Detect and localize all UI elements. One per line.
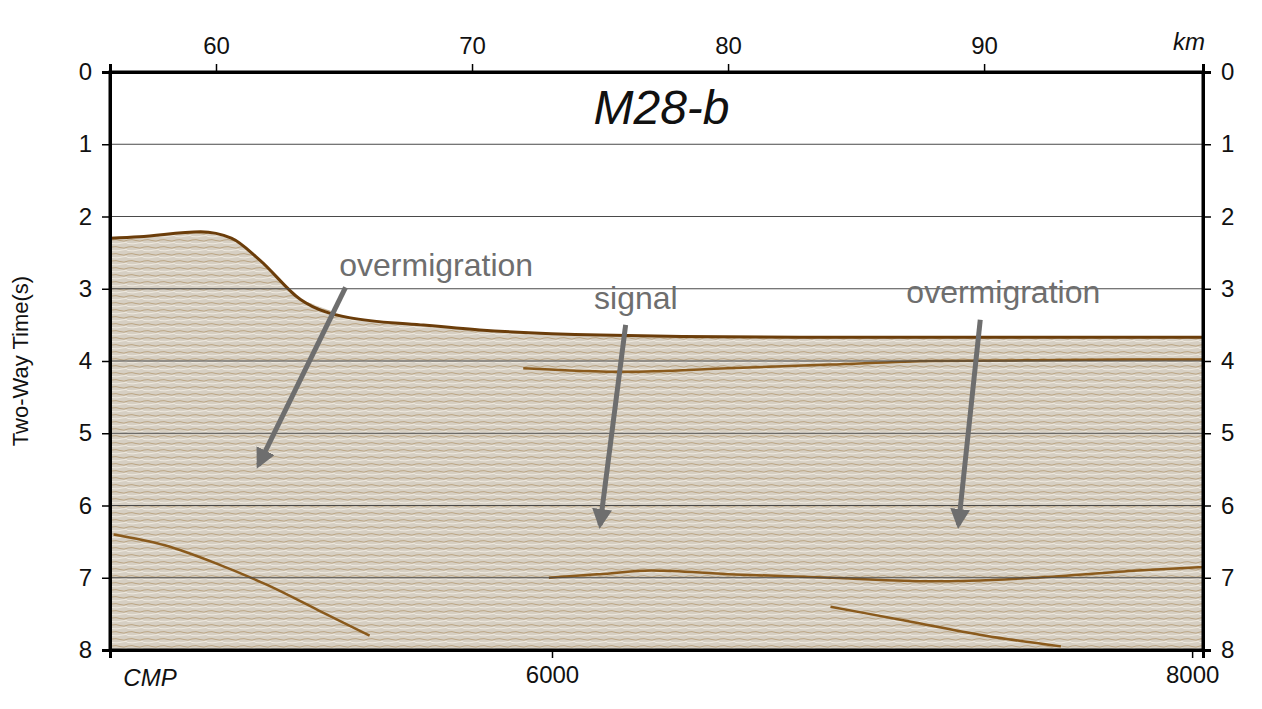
tick-label: 8 — [1221, 636, 1234, 663]
plot-area — [110, 232, 1203, 650]
tick: 0 — [1203, 58, 1234, 85]
tick: 5 — [79, 419, 110, 446]
tick: 0 — [79, 58, 110, 85]
tick-label: 70 — [459, 32, 486, 59]
axis-line — [1204, 73, 1212, 651]
y-axis-title: Two-Way Time(s) — [8, 276, 33, 446]
tick: 8 — [1203, 636, 1234, 663]
tick-label: 8000 — [1166, 661, 1219, 688]
tick: 8 — [79, 636, 110, 663]
tick-label: 0 — [1221, 58, 1234, 85]
reflector — [830, 607, 1060, 647]
tick-label: 0 — [79, 58, 92, 85]
tick: 2 — [79, 203, 110, 230]
tick: 90 — [971, 32, 998, 72]
tick-label: 1 — [79, 130, 92, 157]
tick-label: 6 — [79, 492, 92, 519]
grid-line — [110, 216, 1203, 217]
axis-line — [111, 651, 1204, 659]
tick-label: 5 — [1221, 419, 1234, 446]
x-axis-top: 60 70 80 90 — [111, 32, 1204, 73]
grid-line — [110, 577, 1203, 578]
tick-label: 4 — [79, 347, 92, 374]
tick: 6000 — [526, 650, 579, 688]
annotation-text: signal — [594, 280, 678, 316]
annotation-arrow — [258, 287, 345, 465]
tick-label: 7 — [1221, 564, 1234, 591]
y-axis-left: 0 1 2 3 4 5 6 7 8 — [79, 58, 111, 663]
plot-frame — [110, 72, 1203, 650]
tick: 1 — [1203, 130, 1234, 157]
tick: 6 — [79, 492, 110, 519]
tick-label: 60 — [203, 32, 230, 59]
annotation-arrow — [958, 320, 980, 525]
chart: 6070809060008000012345678012345678M28-bT… — [0, 0, 1262, 709]
x-axis-bottom: 6000 8000 — [111, 650, 1220, 688]
tick: 4 — [1203, 347, 1234, 374]
tick: 6 — [1203, 492, 1234, 519]
tick: 80 — [715, 32, 742, 72]
tick: 8000 — [1166, 650, 1219, 688]
y-axis-right: 0 1 2 3 4 5 6 7 8 — [1203, 58, 1234, 663]
tick-label: 2 — [79, 203, 92, 230]
tick: 7 — [79, 564, 110, 591]
tick: 3 — [79, 275, 110, 302]
annotations: overmigration signal overmigration — [258, 247, 1100, 525]
tick: 3 — [1203, 275, 1234, 302]
tick-label: 3 — [79, 275, 92, 302]
tick: 1 — [79, 130, 110, 157]
tick-label: 4 — [1221, 347, 1234, 374]
reflector — [114, 534, 370, 635]
tick-label: 90 — [971, 32, 998, 59]
annotation-text: overmigration — [906, 274, 1100, 310]
seafloor — [110, 232, 1203, 337]
x-axis-title: km — [1173, 28, 1205, 55]
tick-label: 5 — [79, 419, 92, 446]
tick-label: 6000 — [526, 661, 579, 688]
reflector — [549, 567, 1203, 581]
tick-label: 6 — [1221, 492, 1234, 519]
tick: 2 — [1203, 203, 1234, 230]
grid — [110, 72, 1203, 650]
grid-line — [110, 505, 1203, 506]
tick-label: 7 — [79, 564, 92, 591]
tick-label: 3 — [1221, 275, 1234, 302]
plot-background — [110, 72, 1203, 650]
grid-line — [110, 144, 1203, 145]
cmp-axis-title: CMP — [123, 664, 176, 691]
tick-label: 80 — [715, 32, 742, 59]
tick-label: 1 — [1221, 130, 1234, 157]
tick-label: 2 — [1221, 203, 1234, 230]
tick-label: 8 — [79, 636, 92, 663]
tick: 70 — [459, 32, 486, 72]
tick: 4 — [79, 347, 110, 374]
annotation-arrow — [600, 325, 626, 525]
grid-line — [110, 361, 1203, 362]
seismic-section — [110, 232, 1203, 650]
tick: 5 — [1203, 419, 1234, 446]
annotation-text: overmigration — [339, 247, 533, 283]
title: M28-b — [593, 81, 729, 134]
tick: 60 — [203, 32, 230, 72]
tick: 7 — [1203, 564, 1234, 591]
